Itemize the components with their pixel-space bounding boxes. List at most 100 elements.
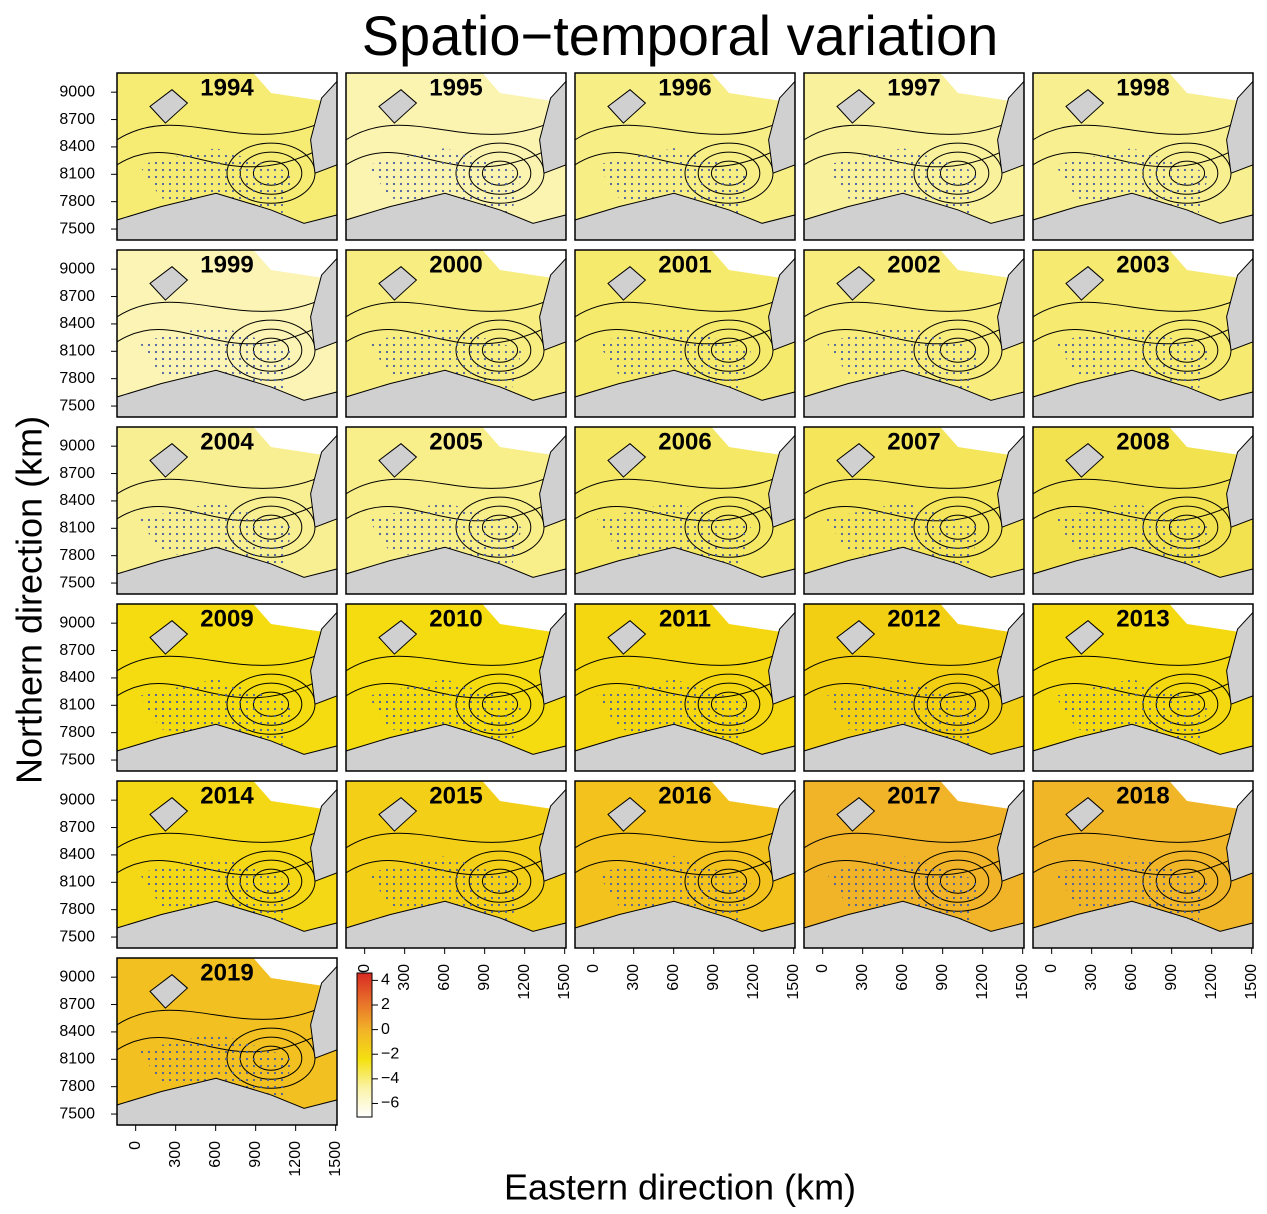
x-tick-label: 900 <box>476 964 493 991</box>
land <box>1033 192 1253 240</box>
no-data-region <box>711 604 795 635</box>
panel-content <box>346 73 566 240</box>
x-tick-label: 1200 <box>745 964 762 1000</box>
map-panel: 2019 7500 7800 8100 8400 8700 9000 0 300 600 900 12… <box>59 957 344 1177</box>
sample-points <box>139 502 293 569</box>
land <box>1033 369 1253 417</box>
panel-frame <box>1032 426 1254 595</box>
panel-frame <box>803 603 1025 772</box>
land <box>575 723 795 771</box>
contour <box>804 291 1024 318</box>
panel-frame <box>803 780 1025 949</box>
land <box>310 80 337 174</box>
land <box>836 797 876 832</box>
land <box>539 434 566 528</box>
land <box>149 620 189 655</box>
no-data-region <box>253 958 337 989</box>
y-tick-label: 8700 <box>59 819 95 836</box>
map-panel: 2016 0 300 600 900 1200 1500 <box>574 780 802 1000</box>
y-tick-label: 8700 <box>59 642 95 659</box>
x-tick-label: 300 <box>625 964 642 991</box>
contour <box>575 114 795 141</box>
panel-content <box>1033 427 1253 594</box>
land <box>539 611 566 705</box>
panel-title: 2011 <box>659 605 711 632</box>
no-data-region <box>711 781 795 812</box>
panel-frame <box>1032 249 1254 418</box>
x-tick-label: 1500 <box>1014 964 1031 1000</box>
land <box>378 89 418 124</box>
panel-title: 1995 <box>429 74 482 101</box>
x-tick-label: 0 <box>356 964 373 973</box>
colorbar-tick-label: 0 <box>381 1021 390 1038</box>
contour <box>804 468 1024 495</box>
x-tick-label: 600 <box>665 964 682 991</box>
no-data-region <box>940 73 1024 104</box>
x-tick-label: 600 <box>894 964 911 991</box>
map-panel: 2017 0 300 600 900 1200 1500 <box>803 780 1031 1000</box>
panel-content <box>346 781 566 948</box>
panel-frame <box>574 426 796 595</box>
panel-title: 2005 <box>429 428 482 455</box>
land <box>1065 443 1105 478</box>
land <box>575 192 795 240</box>
no-data-region <box>253 604 337 635</box>
y-tick-label: 7500 <box>59 220 95 237</box>
panel-frame <box>1032 780 1254 949</box>
map-panel: 2001 <box>574 249 796 418</box>
land <box>768 788 795 882</box>
sample-points <box>1055 502 1209 569</box>
colorbar-tick-label: 2 <box>381 996 390 1013</box>
x-tick-label: 300 <box>854 964 871 991</box>
no-data-region <box>1169 250 1253 281</box>
panel-title: 2006 <box>658 428 711 455</box>
panel-title: 2015 <box>429 782 482 809</box>
sample-points <box>597 502 751 569</box>
land <box>997 257 1024 351</box>
contour <box>117 999 337 1026</box>
panel-title: 2019 <box>200 959 253 986</box>
y-tick-label: 8700 <box>59 996 95 1013</box>
panel-content <box>1033 73 1253 240</box>
x-tick-label: 0 <box>814 964 831 973</box>
map-panel: 2009 7500 7800 8100 8400 8700 9000 <box>59 603 338 772</box>
land <box>607 443 647 478</box>
panel-content <box>1033 604 1253 771</box>
sample-points <box>368 679 522 746</box>
x-tick-label: 1500 <box>785 964 802 1000</box>
land <box>310 788 337 882</box>
x-tick-label: 1200 <box>974 964 991 1000</box>
land <box>117 723 337 771</box>
panel-frame <box>574 249 796 418</box>
land <box>310 965 337 1059</box>
y-tick-label: 7500 <box>59 751 95 768</box>
land <box>149 974 189 1009</box>
contour <box>346 645 566 672</box>
colorbar-tick-label: −2 <box>381 1045 399 1062</box>
land <box>1226 434 1253 528</box>
land <box>149 797 189 832</box>
land <box>997 434 1024 528</box>
y-tick-label: 8100 <box>59 520 95 537</box>
y-tick-label: 7800 <box>59 193 95 210</box>
panel-content <box>1033 781 1253 948</box>
no-data-region <box>711 73 795 104</box>
y-tick-label: 8700 <box>59 465 95 482</box>
no-data-region <box>482 781 566 812</box>
land <box>1033 546 1253 594</box>
no-data-region <box>253 781 337 812</box>
panel-content <box>1033 250 1253 417</box>
panel-frame <box>345 249 567 418</box>
map-panel: 2012 <box>803 603 1025 772</box>
y-tick-label: 7800 <box>59 901 95 918</box>
y-tick-label: 8400 <box>59 315 95 332</box>
no-data-region <box>482 73 566 104</box>
y-tick-label: 8100 <box>59 166 95 183</box>
panel-frame <box>116 249 338 418</box>
y-tick-label: 8700 <box>59 111 95 128</box>
land <box>1065 89 1105 124</box>
panel-title: 2013 <box>1116 605 1169 632</box>
no-data-region <box>711 250 795 281</box>
map-panel: 2000 <box>345 249 567 418</box>
land <box>768 257 795 351</box>
